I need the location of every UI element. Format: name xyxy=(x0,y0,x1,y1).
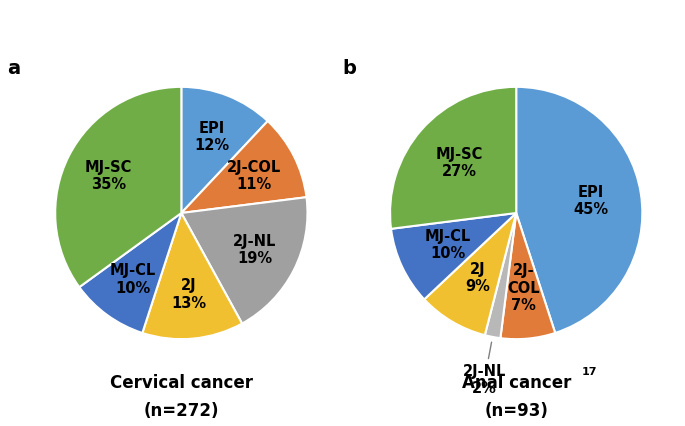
Wedge shape xyxy=(485,213,516,338)
Text: 2J-COL
11%: 2J-COL 11% xyxy=(227,160,282,192)
Text: (n=93): (n=93) xyxy=(484,402,548,420)
Wedge shape xyxy=(182,197,308,323)
Wedge shape xyxy=(501,213,555,339)
Text: Anal cancer: Anal cancer xyxy=(462,374,571,392)
Wedge shape xyxy=(424,213,516,335)
Text: MJ-CL
10%: MJ-CL 10% xyxy=(425,229,471,262)
Text: b: b xyxy=(342,59,356,78)
Text: 2J
13%: 2J 13% xyxy=(171,279,207,311)
Text: MJ-CL
10%: MJ-CL 10% xyxy=(110,263,156,296)
Text: MJ-SC
35%: MJ-SC 35% xyxy=(84,160,132,192)
Text: 2J-
COL
7%: 2J- COL 7% xyxy=(507,263,540,313)
Wedge shape xyxy=(516,87,643,333)
Wedge shape xyxy=(55,87,182,287)
Text: 17: 17 xyxy=(582,367,597,377)
Wedge shape xyxy=(182,87,268,213)
Text: 2J-NL
2%: 2J-NL 2% xyxy=(462,342,506,397)
Text: Cervical cancer: Cervical cancer xyxy=(110,374,253,392)
Wedge shape xyxy=(182,121,306,213)
Text: a: a xyxy=(8,59,21,78)
Text: 2J
9%: 2J 9% xyxy=(465,262,490,294)
Text: 2J-NL
19%: 2J-NL 19% xyxy=(233,234,276,266)
Text: MJ-SC
27%: MJ-SC 27% xyxy=(436,147,483,179)
Text: EPI
12%: EPI 12% xyxy=(194,121,229,153)
Wedge shape xyxy=(79,213,182,333)
Text: EPI
45%: EPI 45% xyxy=(573,185,608,217)
Wedge shape xyxy=(142,213,242,339)
Text: (n=272): (n=272) xyxy=(144,402,219,420)
Wedge shape xyxy=(390,87,516,229)
Wedge shape xyxy=(391,213,516,299)
